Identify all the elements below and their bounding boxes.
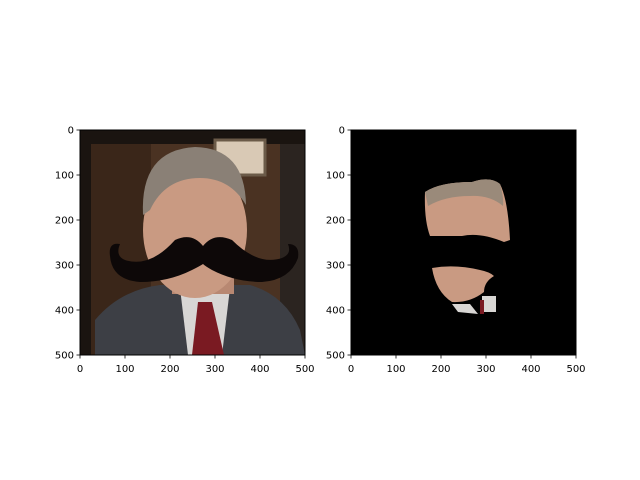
left-x-tick-label: 200 <box>160 364 179 375</box>
left-y-tick-label: 200 <box>55 216 74 227</box>
left-y-tick-label: 300 <box>55 261 74 272</box>
right-collar <box>452 304 478 314</box>
left-y-tick-label: 0 <box>68 126 74 137</box>
left-axes: 0 100 200 300 400 500 0 100 200 300 400 500 <box>55 126 315 376</box>
right-y-tick-label: 300 <box>326 261 345 272</box>
left-y-tick-label: 100 <box>55 171 74 182</box>
right-y-tick-label: 100 <box>326 171 345 182</box>
right-bg <box>351 130 576 355</box>
left-tie <box>192 302 224 355</box>
right-face-lower <box>432 266 494 303</box>
left-x-tick-label: 400 <box>250 364 269 375</box>
left-y-tick-label: 400 <box>55 306 74 317</box>
right-x-tick-label: 200 <box>431 364 450 375</box>
left-x-tick-label: 100 <box>115 364 134 375</box>
left-x-ticks: 0 100 200 300 400 500 <box>77 355 315 375</box>
right-axes: 0 100 200 300 400 500 0 100 200 300 400 500 <box>326 126 586 376</box>
left-mustache <box>109 237 299 282</box>
left-hair <box>142 147 246 215</box>
left-axes-frame <box>79 129 306 356</box>
right-y-tick-label: 0 <box>339 126 345 137</box>
left-x-tick-label: 500 <box>295 364 314 375</box>
left-x-tick-label: 0 <box>77 364 83 375</box>
left-image-panel <box>80 130 305 355</box>
right-x-tick-label: 300 <box>476 364 495 375</box>
right-y-tick-label: 500 <box>326 351 345 362</box>
right-y-ticks: 0 100 200 300 400 500 <box>326 126 351 362</box>
right-x-tick-label: 100 <box>386 364 405 375</box>
right-tie-strip <box>480 300 484 314</box>
right-image-panel <box>351 130 576 355</box>
right-x-tick-label: 400 <box>521 364 540 375</box>
right-x-tick-label: 0 <box>348 364 354 375</box>
left-y-tick-label: 500 <box>55 351 74 362</box>
left-x-tick-label: 300 <box>205 364 224 375</box>
left-y-ticks: 0 100 200 300 400 500 <box>55 126 80 362</box>
right-x-tick-label: 500 <box>566 364 585 375</box>
right-x-ticks: 0 100 200 300 400 500 <box>348 355 586 375</box>
right-y-tick-label: 200 <box>326 216 345 227</box>
right-axes-frame <box>350 129 577 356</box>
right-hair <box>425 179 504 206</box>
right-y-tick-label: 400 <box>326 306 345 317</box>
right-collar-2 <box>482 296 496 312</box>
